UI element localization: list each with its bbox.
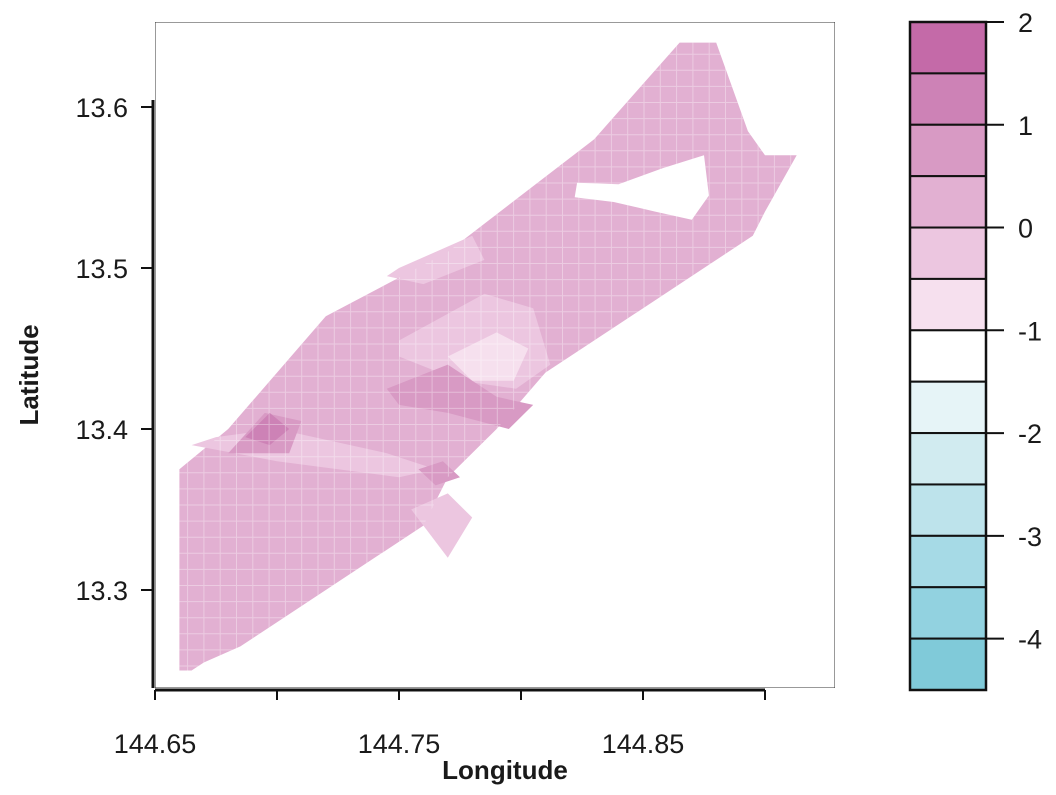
colorbar-tick-label: 2 xyxy=(1018,8,1033,38)
colorbar-swatch xyxy=(909,534,987,589)
plot-area xyxy=(155,22,835,688)
region-cold-halo xyxy=(574,155,709,220)
region-high-small xyxy=(418,461,460,486)
colorbar-swatch xyxy=(909,226,987,280)
colorbar-tick-label: 0 xyxy=(1018,214,1033,244)
region-low-patch-1 xyxy=(386,235,485,285)
x-tick-label: 144.85 xyxy=(602,729,685,759)
colorbar-swatch xyxy=(909,483,987,537)
x-tick-label: 144.75 xyxy=(358,729,441,759)
colorbar-tick-label: -2 xyxy=(1018,419,1042,449)
colorbar-swatch xyxy=(909,329,987,383)
colorbar-tick-label: -4 xyxy=(1018,625,1042,655)
y-tick-label: 13.3 xyxy=(75,576,128,606)
colorbar: 2 1 0 -1 -2 -3 -4 xyxy=(908,8,1042,692)
colorbar-frame xyxy=(908,20,988,692)
region-high-west-2 xyxy=(245,412,290,446)
x-tick-label: 144.65 xyxy=(114,729,197,759)
y-axis-label: Latitude xyxy=(14,324,44,425)
y-tick-label: 13.6 xyxy=(75,93,128,123)
colorbar-swatch xyxy=(909,380,987,435)
colorbar-tick-label: -3 xyxy=(1018,522,1042,552)
colorbar-swatch xyxy=(909,432,987,486)
colorbar-swatch xyxy=(909,123,987,178)
colorbar-swatch xyxy=(909,72,987,126)
region-low-west xyxy=(411,493,473,558)
colorbar-tick-label: 1 xyxy=(1018,111,1033,141)
colorbar-swatch xyxy=(909,277,987,332)
y-tick-label: 13.4 xyxy=(75,415,128,445)
y-tick-label: 13.5 xyxy=(75,254,128,284)
colorbar-swatch xyxy=(909,637,987,691)
colorbar-tick-label: -1 xyxy=(1018,316,1042,346)
region-high-center xyxy=(386,364,534,429)
x-axis-label: Longitude xyxy=(442,755,568,785)
colorbar-swatch xyxy=(909,175,987,229)
colorbar-swatch xyxy=(909,21,987,75)
x-axis: 144.65 144.75 144.85 xyxy=(114,688,766,759)
colorbar-swatch xyxy=(909,586,987,640)
y-axis: 13.3 13.4 13.5 13.6 xyxy=(75,93,155,688)
region-low-patch-3 xyxy=(447,332,529,381)
